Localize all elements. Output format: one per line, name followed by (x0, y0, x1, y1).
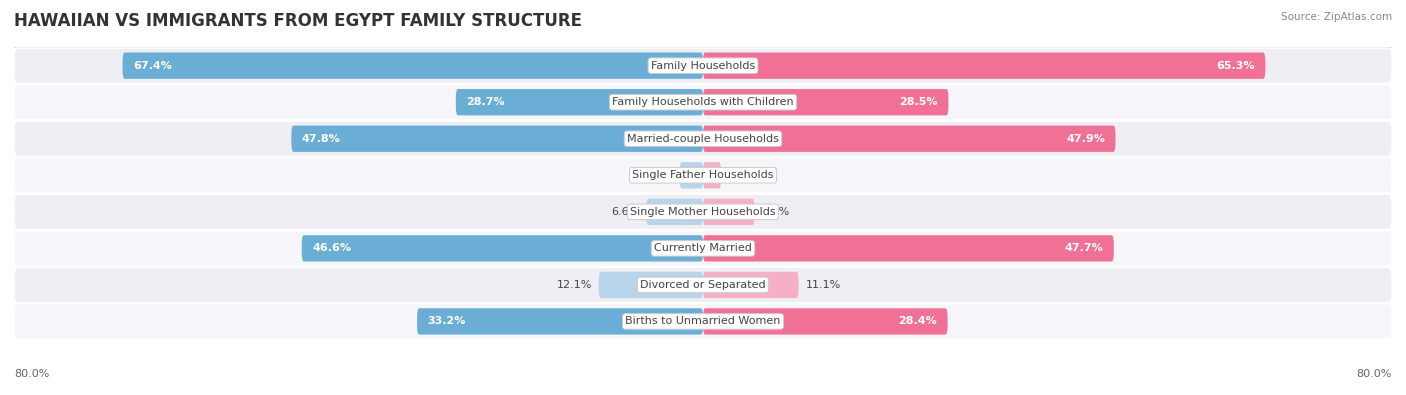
Text: 28.4%: 28.4% (898, 316, 938, 326)
Text: 28.7%: 28.7% (467, 97, 505, 107)
Text: Married-couple Households: Married-couple Households (627, 134, 779, 144)
FancyBboxPatch shape (14, 194, 1392, 229)
Text: 11.1%: 11.1% (806, 280, 841, 290)
Text: 65.3%: 65.3% (1216, 61, 1256, 71)
FancyBboxPatch shape (703, 308, 948, 335)
Text: 6.0%: 6.0% (762, 207, 790, 217)
FancyBboxPatch shape (703, 199, 755, 225)
Text: Currently Married: Currently Married (654, 243, 752, 253)
Text: Family Households: Family Households (651, 61, 755, 71)
Text: 67.4%: 67.4% (134, 61, 172, 71)
Text: 28.5%: 28.5% (900, 97, 938, 107)
FancyBboxPatch shape (14, 267, 1392, 303)
FancyBboxPatch shape (599, 272, 703, 298)
FancyBboxPatch shape (703, 235, 1114, 261)
FancyBboxPatch shape (703, 89, 949, 115)
FancyBboxPatch shape (122, 53, 703, 79)
FancyBboxPatch shape (14, 85, 1392, 120)
Text: 33.2%: 33.2% (427, 316, 465, 326)
Text: 12.1%: 12.1% (557, 280, 592, 290)
Text: Divorced or Separated: Divorced or Separated (640, 280, 766, 290)
Text: Source: ZipAtlas.com: Source: ZipAtlas.com (1281, 12, 1392, 22)
FancyBboxPatch shape (418, 308, 703, 335)
Text: Single Father Households: Single Father Households (633, 170, 773, 180)
FancyBboxPatch shape (703, 162, 721, 188)
Text: Family Households with Children: Family Households with Children (612, 97, 794, 107)
Text: HAWAIIAN VS IMMIGRANTS FROM EGYPT FAMILY STRUCTURE: HAWAIIAN VS IMMIGRANTS FROM EGYPT FAMILY… (14, 12, 582, 30)
Text: 6.6%: 6.6% (612, 207, 640, 217)
Text: 2.1%: 2.1% (728, 170, 756, 180)
Text: 47.7%: 47.7% (1064, 243, 1104, 253)
FancyBboxPatch shape (703, 272, 799, 298)
Text: 47.8%: 47.8% (302, 134, 340, 144)
Text: 47.9%: 47.9% (1066, 134, 1105, 144)
FancyBboxPatch shape (14, 158, 1392, 193)
FancyBboxPatch shape (14, 121, 1392, 156)
FancyBboxPatch shape (703, 126, 1115, 152)
FancyBboxPatch shape (14, 231, 1392, 266)
FancyBboxPatch shape (703, 53, 1265, 79)
FancyBboxPatch shape (456, 89, 703, 115)
Text: Births to Unmarried Women: Births to Unmarried Women (626, 316, 780, 326)
FancyBboxPatch shape (14, 304, 1392, 339)
Text: 80.0%: 80.0% (14, 369, 49, 379)
FancyBboxPatch shape (291, 126, 703, 152)
FancyBboxPatch shape (14, 48, 1392, 83)
Text: 46.6%: 46.6% (312, 243, 352, 253)
FancyBboxPatch shape (302, 235, 703, 261)
Legend: Hawaiian, Immigrants from Egypt: Hawaiian, Immigrants from Egypt (572, 392, 834, 395)
Text: 80.0%: 80.0% (1357, 369, 1392, 379)
Text: Single Mother Households: Single Mother Households (630, 207, 776, 217)
FancyBboxPatch shape (647, 199, 703, 225)
FancyBboxPatch shape (679, 162, 703, 188)
Text: 2.7%: 2.7% (644, 170, 673, 180)
